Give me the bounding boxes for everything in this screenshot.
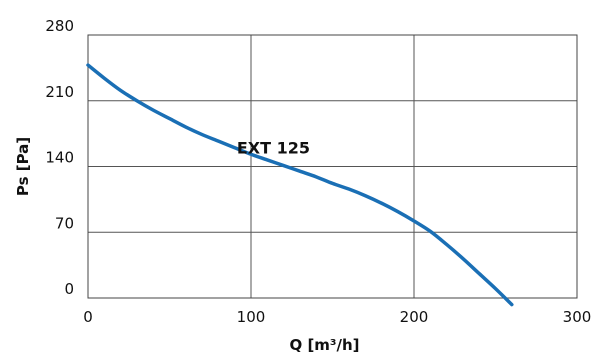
x-axis-title: Q [m³/h]: [289, 336, 359, 354]
x-tick-label-2: 200: [400, 308, 429, 326]
y-tick-label-0: 0: [64, 280, 74, 298]
y-tick-label-2: 140: [45, 149, 74, 167]
y-tick-label-4: 280: [45, 17, 74, 35]
y-axis-title: Ps [Pa]: [14, 137, 32, 196]
x-tick-label-1: 100: [237, 308, 266, 326]
x-tick-label-3: 300: [563, 308, 592, 326]
plot-frame: [87, 34, 578, 299]
series-line-0: [86, 63, 514, 307]
y-tick-label-3: 210: [45, 83, 74, 101]
curve-label-0: EXT 125: [237, 139, 310, 158]
y-tick-label-1: 70: [55, 214, 74, 232]
x-tick-label-0: 0: [83, 308, 93, 326]
